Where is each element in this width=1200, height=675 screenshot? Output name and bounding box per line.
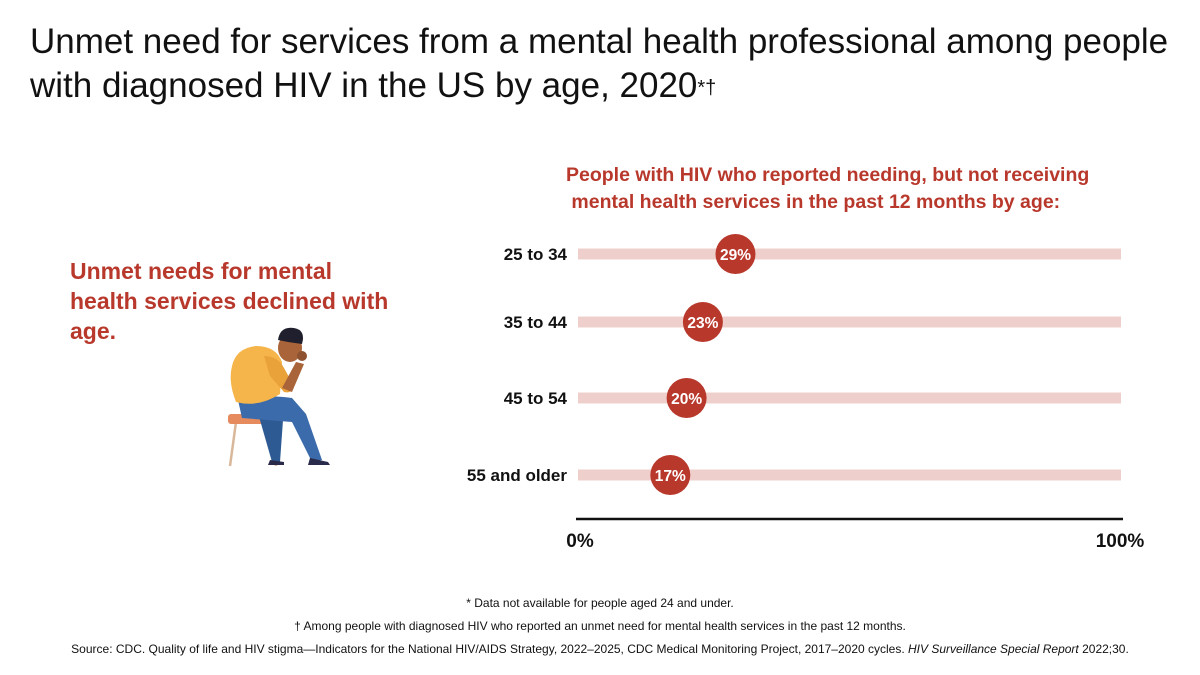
title-text: Unmet need for services from a mental he… [30,22,1169,105]
source-journal: HIV Surveillance Special Report [908,642,1079,656]
dot-2 [666,378,707,418]
dot-0 [715,234,756,274]
category-label-1: 35 to 44 [504,313,568,332]
source-text: Source: CDC. Quality of life and HIV sti… [71,642,909,656]
value-label-0: 29% [720,247,751,264]
x-tick-label-1: 100% [1096,531,1145,552]
footnotes: * Data not available for people aged 24 … [0,592,1200,661]
chart-title: People with HIV who reported needing, bu… [566,164,1090,213]
x-tick-label-0: 0% [566,531,594,552]
value-label-2: 20% [671,391,702,408]
dot-1 [682,302,723,342]
value-label-3: 17% [655,468,686,485]
source-citation: Source: CDC. Quality of life and HIV sti… [0,638,1200,661]
dot-3 [650,455,691,495]
category-label-0: 25 to 34 [504,245,568,264]
page-title: Unmet need for services from a mental he… [30,20,1180,108]
value-label-1: 23% [687,315,718,332]
source-suffix: 2022;30. [1078,642,1129,656]
footnote-age: * Data not available for people aged 24 … [466,596,734,610]
callout-text: Unmet needs for mental health services d… [70,258,389,344]
seated-person-head-in-hand-icon [228,327,330,467]
category-label-3: 55 and older [467,466,568,485]
footnote-definition: † Among people with diagnosed HIV who re… [294,619,906,633]
title-footnote-marks: *† [697,77,717,99]
category-label-2: 45 to 54 [504,389,568,408]
